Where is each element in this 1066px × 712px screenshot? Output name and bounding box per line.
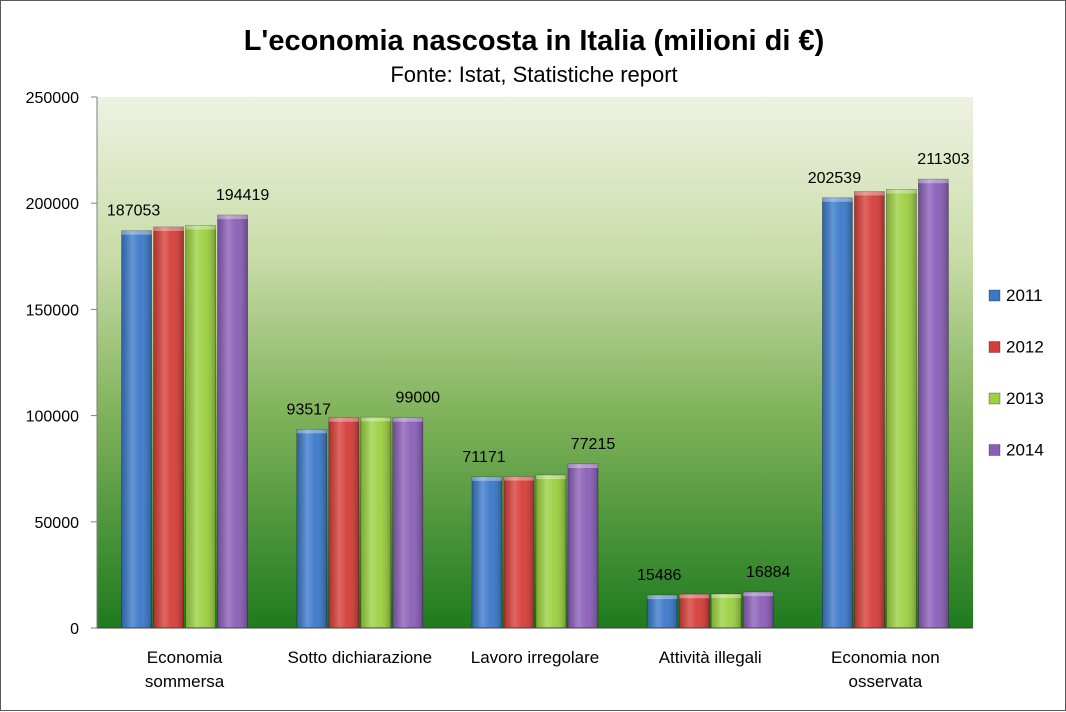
data-label: 93517	[287, 401, 332, 418]
category-label: Sotto dichiarazione	[288, 648, 433, 667]
bar-top-highlight	[679, 594, 710, 599]
bar-top-highlight	[886, 189, 917, 194]
chart-title: L'economia nascosta in Italia (milioni d…	[244, 25, 825, 57]
bar-top-highlight	[153, 226, 184, 231]
data-label: 15486	[637, 567, 682, 584]
category-label: Economia	[147, 648, 223, 667]
category-label: sommersa	[145, 672, 225, 691]
bar-shading	[217, 215, 248, 628]
category-label: osservata	[849, 672, 923, 691]
legend-swatch-2011	[988, 289, 1001, 302]
y-tick-label: 150000	[26, 302, 79, 319]
bar-top-highlight	[568, 463, 598, 468]
bar-shading	[854, 191, 885, 628]
y-tick-label: 0	[70, 621, 79, 638]
data-label: 187053	[107, 203, 160, 220]
bar-shading	[711, 594, 742, 628]
bar-shading	[328, 417, 359, 628]
bar-shading	[536, 475, 566, 628]
bar-shading	[360, 417, 391, 628]
bar-shading	[296, 429, 327, 628]
data-label: 194419	[216, 187, 269, 204]
legend-swatch-2014	[988, 444, 1001, 456]
bar-top-highlight	[536, 475, 566, 480]
bar-shading	[918, 179, 949, 628]
chart-subtitle: Fonte: Istat, Statistiche report	[390, 62, 677, 87]
data-label: 16884	[746, 564, 791, 581]
bar-shading	[679, 594, 710, 628]
bar-top-highlight	[121, 230, 152, 235]
category-label: Attività illegali	[659, 648, 762, 667]
bar-shading	[886, 189, 917, 629]
bar-shading	[568, 463, 598, 628]
bar-top-highlight	[185, 225, 216, 230]
bar-shading	[392, 417, 423, 628]
data-label: 77215	[571, 436, 616, 453]
data-label: 99000	[396, 390, 441, 407]
data-label: 211303	[917, 151, 969, 168]
bar-shading	[504, 476, 534, 628]
bar-top-highlight	[918, 179, 949, 184]
bar-shading	[647, 595, 678, 628]
y-tick-label: 100000	[26, 409, 79, 426]
bar-top-highlight	[360, 417, 391, 422]
bar-top-highlight	[711, 594, 742, 599]
bar-top-highlight	[328, 417, 359, 422]
bar-top-highlight	[743, 592, 774, 597]
legend-label-2013: 2013	[1006, 389, 1044, 408]
data-labels-group: 187053 194419 93517 99000 71171 77215 15486 168…	[107, 151, 970, 584]
category-label: Economia non	[831, 648, 940, 667]
y-tick-label: 250000	[26, 90, 79, 107]
bar-shading	[822, 197, 853, 628]
bar-shading	[185, 225, 216, 628]
y-tick-label: 50000	[35, 515, 80, 532]
legend-label-2014: 2014	[1006, 441, 1044, 460]
bar-shading	[121, 230, 152, 628]
bar-top-highlight	[504, 476, 534, 481]
bar-top-highlight	[647, 595, 678, 600]
bar-top-highlight	[296, 429, 327, 434]
bar-shading	[743, 592, 774, 628]
y-axis-ticks: 0 50000 100000 150000 200000 250000	[26, 90, 97, 638]
bar-shading	[472, 476, 502, 628]
bar-top-highlight	[392, 417, 423, 422]
data-label: 202539	[808, 170, 861, 187]
legend: 2011 2012 2013 2014	[988, 286, 1044, 460]
y-tick-label: 200000	[26, 196, 79, 213]
bar-top-highlight	[854, 191, 885, 196]
bar-top-highlight	[217, 215, 248, 220]
legend-label-2011: 2011	[1006, 286, 1043, 305]
category-labels-group: Economia sommersa Sotto dichiarazione Lavor…	[145, 648, 940, 691]
bar-shading	[153, 226, 184, 628]
legend-swatch-2013	[988, 392, 1001, 405]
legend-label-2012: 2012	[1006, 338, 1044, 357]
bar-top-highlight	[822, 197, 853, 202]
legend-swatch-2012	[988, 341, 1001, 353]
bars-group	[121, 178, 949, 629]
bar-top-highlight	[472, 476, 502, 481]
category-label: Lavoro irregolare	[471, 648, 600, 667]
data-label: 71171	[462, 449, 505, 466]
